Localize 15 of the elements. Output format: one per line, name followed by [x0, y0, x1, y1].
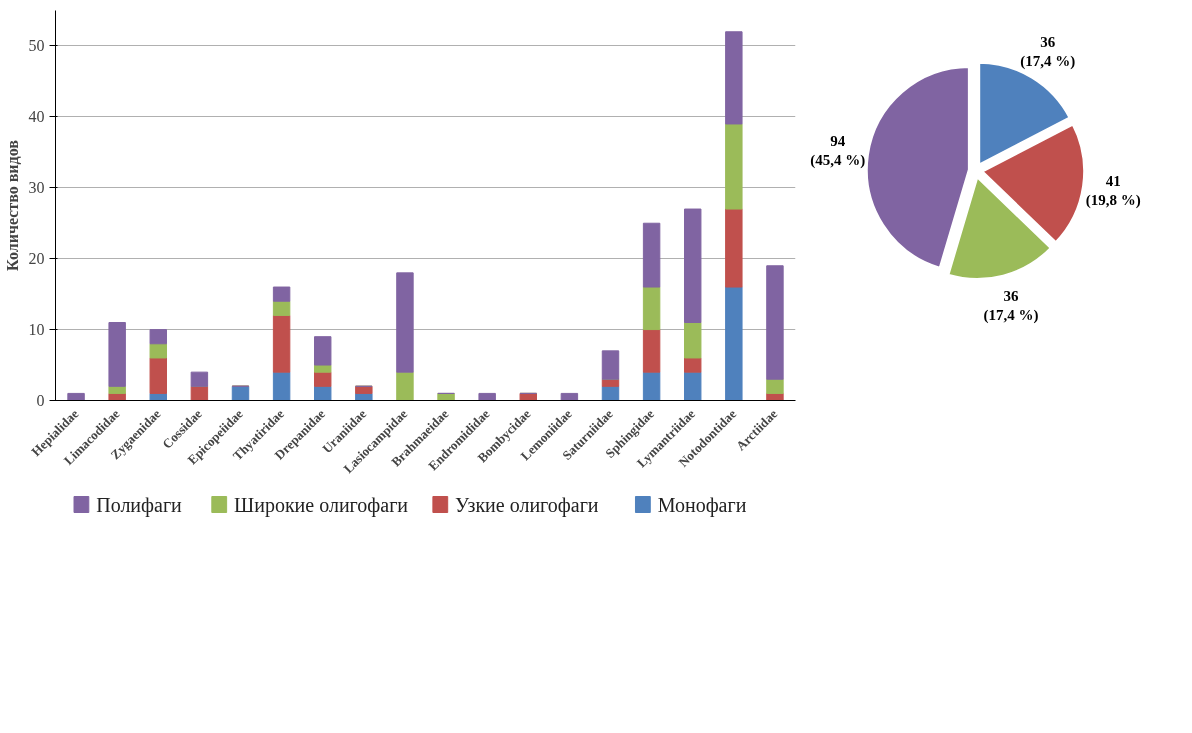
y-axis-title: Количество видов [3, 139, 21, 271]
legend-label: Монофаги [657, 493, 747, 517]
legend-label: Широкие олигофаги [234, 493, 409, 517]
data-label: 36 (17,4 %) [983, 287, 1039, 324]
y-tick-label: 30 [28, 179, 45, 197]
y-tick-label: 50 [28, 37, 45, 55]
data-label: 36 (17,4 %) [1020, 33, 1076, 71]
y-tick-label: 10 [28, 321, 45, 339]
data-label: 41 (19,8 %) [1085, 172, 1141, 210]
legend-label: Узкие олигофаги [455, 493, 599, 517]
y-tick-label: 0 [36, 392, 45, 409]
legend-label: Полифаги [96, 493, 183, 517]
data-label: 94 (45,4 %) [810, 132, 866, 170]
y-tick-label: 40 [28, 108, 45, 126]
y-tick-label: 20 [28, 250, 45, 268]
